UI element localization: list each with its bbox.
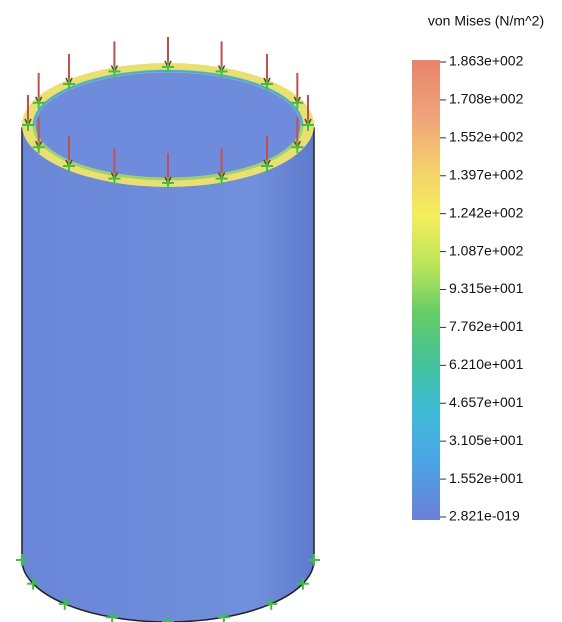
legend-label: 1.708e+002 (449, 91, 524, 107)
cylinder-body (21, 127, 315, 622)
legend-label: 1.552e+001 (449, 470, 524, 486)
legend-label: 6.210e+001 (449, 356, 524, 372)
legend-label: 9.315e+001 (449, 280, 524, 296)
boundary-markers (16, 37, 320, 622)
legend-label: 3.105e+001 (449, 432, 524, 448)
legend-labels: 1.863e+002 1.708e+002 1.552e+002 1.397e+002… (440, 53, 524, 524)
legend-label: 2.821e-019 (449, 508, 520, 524)
legend-label: 4.657e+001 (449, 394, 524, 410)
color-bar (412, 60, 440, 520)
cylinder-model (21, 63, 315, 622)
legend-title: von Mises (N/m^2) (428, 13, 544, 29)
legend-label: 7.762e+001 (449, 318, 524, 334)
legend-label: 1.552e+002 (449, 129, 524, 145)
legend-label: 1.397e+002 (449, 166, 524, 182)
legend-label: 1.087e+002 (449, 242, 524, 258)
legend-label: 1.863e+002 (449, 53, 524, 69)
legend-label: 1.242e+002 (449, 204, 524, 220)
